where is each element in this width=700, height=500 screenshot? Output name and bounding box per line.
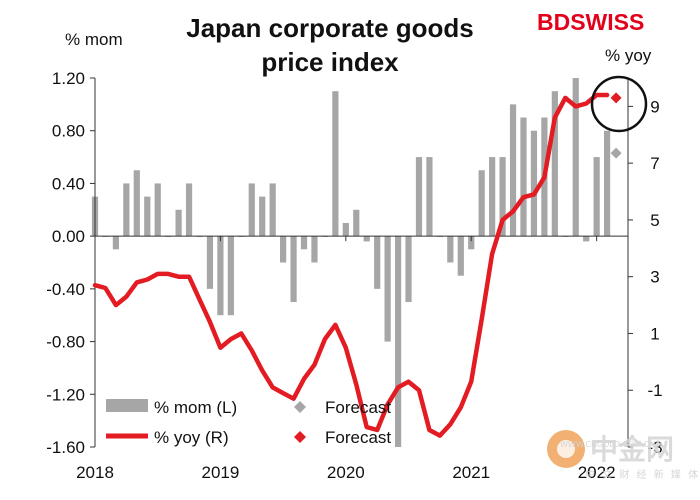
watermark: 中金网 中 文 财 经 新 媒 体 WWW.CNGOLD.COM.CN: [547, 430, 700, 481]
right-tick-label: 5: [650, 211, 659, 230]
bar: [269, 183, 276, 237]
x-tick-label: 2020: [327, 463, 365, 482]
legend-swatch-bar: [106, 399, 148, 412]
bar: [363, 236, 370, 242]
legend-item-forecast-grey: Forecast: [294, 398, 391, 417]
bar: [154, 183, 161, 237]
left-axis-label: % mom: [65, 30, 123, 49]
right-tick-label: -1: [647, 381, 662, 400]
x-tick-label: 2019: [201, 463, 239, 482]
bar: [499, 157, 506, 237]
left-tick-labels: 1.20 0.80 0.40 0.00 -0.40 -0.80 -1.20 -1.60: [46, 69, 85, 457]
bar: [509, 104, 517, 237]
bar: [520, 117, 527, 237]
x-tick-label: 2018: [76, 463, 114, 482]
bar: [332, 91, 339, 237]
yoy-line: [92, 92, 610, 438]
bar: [259, 196, 266, 237]
bar: [593, 157, 600, 237]
watermark-text: 中金网: [590, 433, 674, 466]
bar: [374, 236, 381, 289]
legend-label-forecast-red: Forecast: [325, 428, 391, 447]
bar: [206, 236, 214, 289]
bar: [290, 236, 297, 303]
bar: [405, 236, 412, 303]
bar: [342, 222, 349, 237]
x-tick-label: 2021: [452, 463, 490, 482]
bar: [123, 183, 130, 237]
bar: [583, 236, 590, 242]
brand-logo-text: BDSWISS: [537, 9, 644, 35]
bar: [603, 130, 611, 237]
axes: [90, 77, 633, 448]
legend-diamond-grey: [294, 401, 306, 413]
bar: [394, 236, 402, 447]
legend-item-yoy: % yoy (R): [106, 428, 229, 447]
bar: [468, 236, 475, 250]
left-tick-label: 0.00: [52, 227, 85, 246]
bar: [175, 209, 182, 237]
left-tick-label: -0.40: [46, 280, 85, 299]
forecast-diamond: [610, 92, 622, 104]
bar: [353, 209, 360, 237]
bar: [478, 170, 485, 237]
left-tick-label: -0.80: [46, 333, 85, 352]
bar: [227, 236, 234, 316]
left-tick-label: 0.40: [52, 174, 85, 193]
forecast-diamond: [610, 147, 622, 159]
highlight-circle: [590, 75, 648, 133]
watermark-subtext: 中 文 财 经 新 媒 体: [585, 468, 700, 481]
right-tick-label: 7: [650, 154, 659, 173]
brand-logo: BDSWISS: [537, 9, 644, 35]
left-tick-label: 1.20: [52, 69, 85, 88]
bar: [217, 236, 224, 316]
bar: [280, 236, 287, 263]
bar: [489, 157, 496, 237]
x-tick-labels: 2018 2019 2020 2021 2022: [76, 463, 615, 482]
legend-label-forecast-grey: Forecast: [325, 398, 391, 417]
bar: [426, 157, 433, 237]
legend-item-mom: % mom (L): [106, 398, 237, 417]
bar: [572, 78, 579, 237]
bar: [384, 236, 391, 342]
bar: [300, 236, 308, 250]
watermark-url: WWW.CNGOLD.COM.CN: [560, 440, 655, 449]
bar-series: [91, 78, 611, 447]
bar: [133, 170, 140, 237]
line-series: [92, 92, 610, 438]
x-tick-label: 2022: [578, 463, 616, 482]
legend-diamond-red: [294, 431, 306, 443]
bar: [415, 157, 423, 237]
bar: [185, 183, 193, 237]
left-tick-label: 0.80: [52, 122, 85, 141]
bar: [311, 236, 318, 263]
legend: % mom (L) % yoy (R) Forecast Forecast: [106, 398, 391, 447]
bar: [530, 130, 538, 237]
bar: [551, 91, 558, 237]
legend-label-yoy: % yoy (R): [154, 428, 229, 447]
chart-title-line2: price index: [261, 47, 399, 77]
right-tick-labels: 9 7 5 3 1 -1 -3: [647, 97, 662, 457]
right-axis-label: % yoy: [605, 46, 652, 65]
chart-title-line1: Japan corporate goods: [186, 13, 474, 43]
right-tick-label: 9: [650, 97, 659, 116]
right-tick-label: 3: [650, 268, 659, 287]
right-tick-label: -3: [647, 438, 662, 457]
left-tick-label: -1.60: [46, 438, 85, 457]
bar: [112, 236, 120, 250]
bar: [447, 236, 454, 263]
legend-item-forecast-red: Forecast: [294, 428, 391, 447]
legend-label-mom: % mom (L): [154, 398, 237, 417]
bar: [457, 236, 464, 276]
left-tick-label: -1.20: [46, 385, 85, 404]
right-tick-label: 1: [650, 324, 659, 343]
forecast-points: [610, 92, 622, 159]
bar: [144, 196, 151, 237]
bar: [248, 183, 255, 237]
